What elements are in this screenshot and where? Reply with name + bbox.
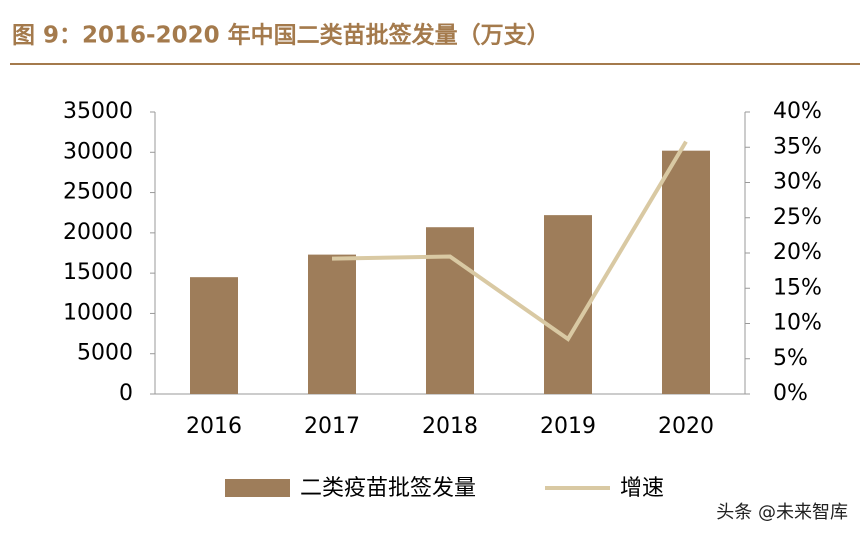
y2-tick-label: 5% <box>773 346 808 371</box>
x-tick-label: 2018 <box>422 414 478 439</box>
y2-tick-label: 25% <box>773 205 822 230</box>
y-tick-label: 0 <box>119 381 133 406</box>
legend-swatch <box>225 479 290 497</box>
chart-title: 图 9：2016-2020 年中国二类苗批签发量（万支） <box>12 22 550 49</box>
y-tick-label: 35000 <box>63 99 133 124</box>
watermark: 头条 @未来智库 <box>716 502 848 523</box>
y-tick-label: 25000 <box>63 180 133 205</box>
y2-tick-label: 35% <box>773 134 822 159</box>
y-tick-label: 30000 <box>63 139 133 164</box>
y2-tick-label: 15% <box>773 275 822 300</box>
y-tick-label: 15000 <box>63 260 133 285</box>
x-tick-label: 2020 <box>658 414 714 439</box>
bar <box>190 277 238 394</box>
bar <box>426 227 474 394</box>
legend-label: 增速 <box>620 476 664 501</box>
y2-tick-label: 20% <box>773 240 822 265</box>
y-tick-label: 20000 <box>63 220 133 245</box>
legend-label: 二类疫苗批签发量 <box>300 476 476 501</box>
x-tick-label: 2016 <box>186 414 242 439</box>
bar <box>308 254 356 394</box>
y2-tick-label: 0% <box>773 381 808 406</box>
line <box>331 140 688 342</box>
y2-tick-label: 10% <box>773 311 822 336</box>
y2-tick-label: 30% <box>773 170 822 195</box>
x-tick-label: 2019 <box>540 414 596 439</box>
y-tick-label: 10000 <box>63 300 133 325</box>
bar <box>544 215 592 394</box>
x-tick-label: 2017 <box>304 414 360 439</box>
bar <box>662 150 710 394</box>
y2-tick-label: 40% <box>773 99 822 124</box>
y-tick-label: 5000 <box>77 341 133 366</box>
